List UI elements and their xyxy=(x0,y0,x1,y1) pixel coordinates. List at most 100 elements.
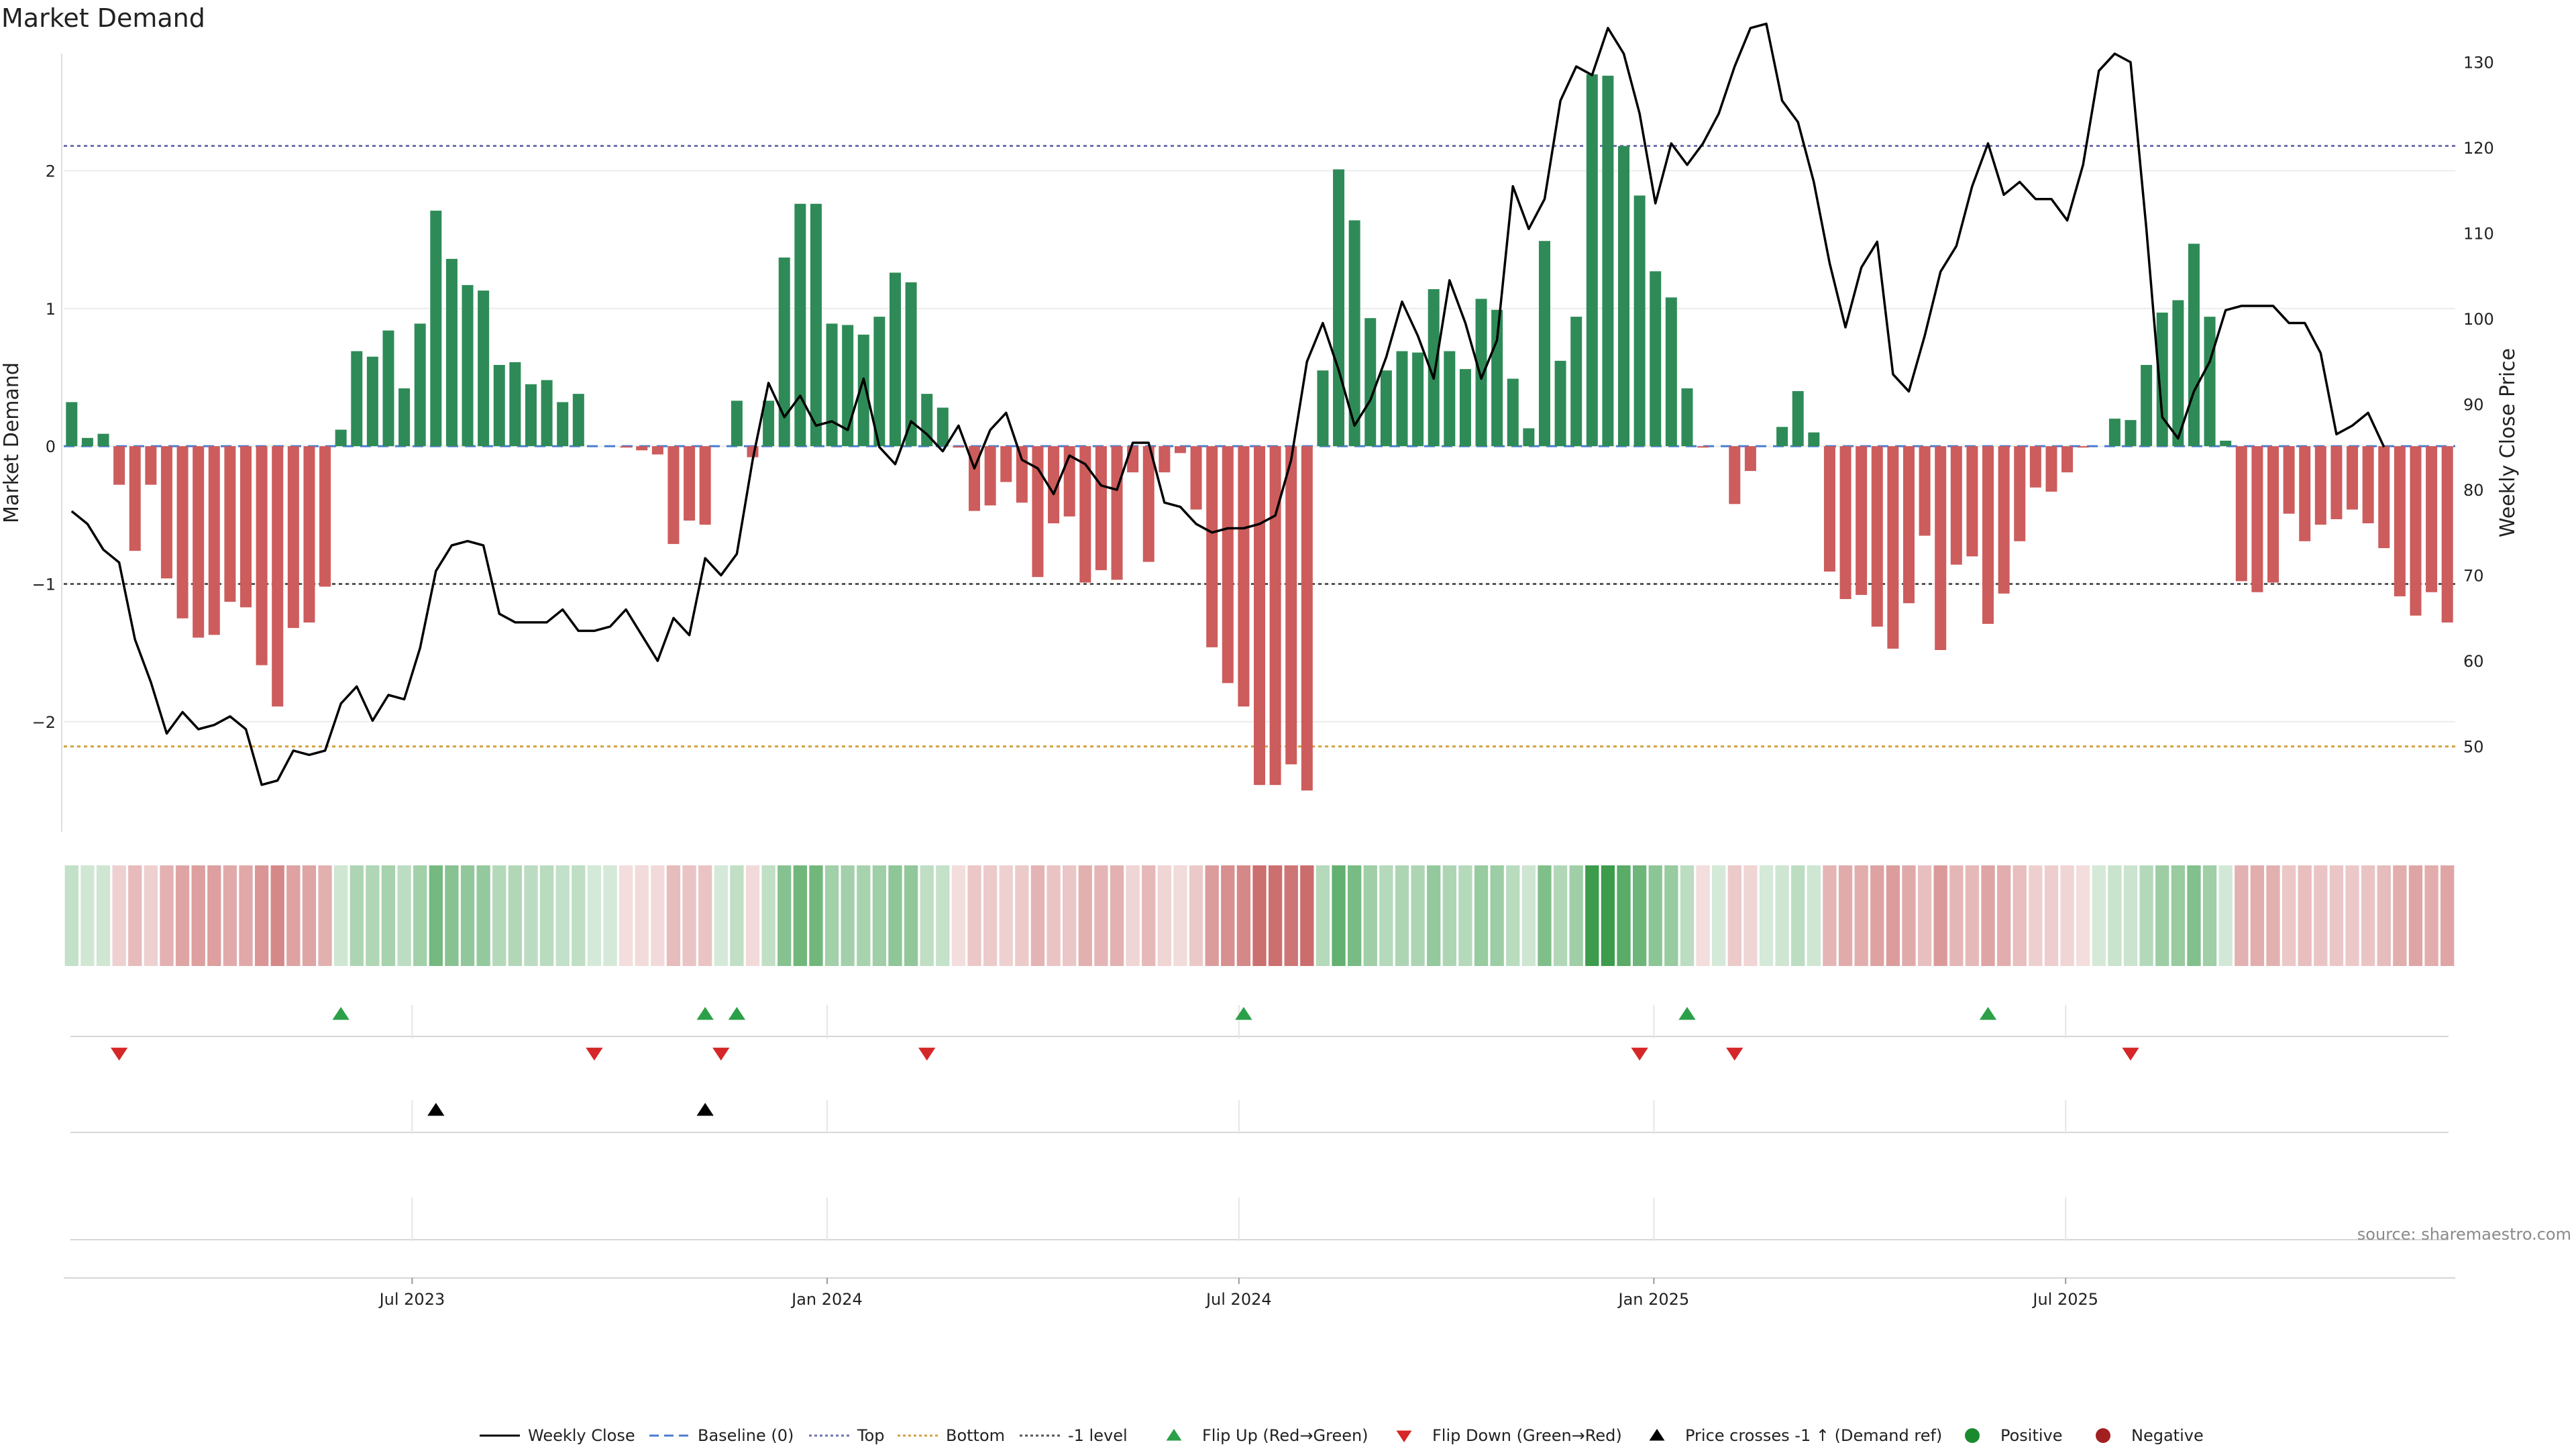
heat-cell-positive xyxy=(904,865,918,966)
flip-down-marker xyxy=(712,1047,730,1061)
demand-bar-positive xyxy=(842,325,854,447)
heat-cell-negative xyxy=(1078,865,1092,966)
demand-bar-negative xyxy=(2330,446,2343,519)
heat-cell-negative xyxy=(1015,865,1029,966)
heat-cell-negative xyxy=(619,865,633,966)
heat-cell-negative xyxy=(1284,865,1298,966)
demand-bar-negative xyxy=(1856,446,1868,595)
heat-cell-negative xyxy=(1902,865,1916,966)
demand-bar-positive xyxy=(81,437,93,447)
flip-up-marker xyxy=(1235,1007,1252,1020)
demand-bar-positive xyxy=(509,362,521,447)
heat-cell-negative xyxy=(2408,865,2423,966)
demand-bar-positive xyxy=(1523,428,1535,447)
demand-bar-positive xyxy=(1348,220,1360,447)
legend-swatch-dot xyxy=(2096,1428,2110,1443)
heat-cell-negative xyxy=(1300,865,1314,966)
demand-bar-negative xyxy=(1190,446,1202,510)
heat-cell-positive xyxy=(936,865,950,966)
heat-cell-negative xyxy=(651,865,665,966)
heat-cell-positive xyxy=(1585,865,1599,966)
heat-cell-negative xyxy=(1157,865,1171,966)
heat-cell-negative xyxy=(175,865,190,966)
demand-bar-negative xyxy=(1032,446,1044,578)
demand-bar-negative xyxy=(319,446,331,587)
demand-bar-positive xyxy=(1650,271,1662,447)
demand-bar-negative xyxy=(1950,446,1962,565)
demand-bar-positive xyxy=(2220,440,2232,447)
demand-bar-positive xyxy=(778,257,790,447)
demand-bar-negative xyxy=(953,446,965,448)
chart-title: Market Demand xyxy=(1,3,205,33)
heat-cell-negative xyxy=(2298,865,2312,966)
heat-cell-negative xyxy=(2029,865,2043,966)
heat-cell-positive xyxy=(2139,865,2153,966)
legend-item: Flip Down (Green→Red) xyxy=(1396,1426,1622,1445)
heat-cell-negative xyxy=(318,865,332,966)
y-axis-label: Market Demand xyxy=(0,362,23,523)
event-timeline xyxy=(70,1005,2449,1241)
heat-cell-negative xyxy=(2266,865,2280,966)
x-tick-label: Jan 2024 xyxy=(790,1290,863,1309)
heat-cell-positive xyxy=(366,865,380,966)
legend-label: Negative xyxy=(2131,1426,2204,1445)
demand-bar-negative xyxy=(1222,446,1234,684)
price-line-layer xyxy=(70,22,2385,786)
heat-cell-positive xyxy=(1664,865,1678,966)
legend-label: Bottom xyxy=(946,1426,1005,1445)
demand-bar-positive xyxy=(794,203,806,447)
demand-bar-positive xyxy=(335,429,347,447)
heat-cell-positive xyxy=(1791,865,1805,966)
demand-bar-negative xyxy=(1966,446,1978,557)
y2-tick-label: 80 xyxy=(2463,481,2484,500)
demand-heat-ribbon xyxy=(64,865,2455,966)
heat-cell-negative xyxy=(144,865,158,966)
heat-cell-negative xyxy=(1221,865,1235,966)
heat-cell-positive xyxy=(2187,865,2201,966)
heat-cell-negative xyxy=(635,865,649,966)
heat-cell-positive xyxy=(1617,865,1631,966)
heat-cell-negative xyxy=(1933,865,1947,966)
demand-bar-positive xyxy=(1602,75,1614,447)
heat-cell-negative xyxy=(1917,865,1932,966)
demand-bar-positive xyxy=(2172,300,2184,447)
demand-bar-positive xyxy=(1570,317,1582,447)
heat-cell-positive xyxy=(572,865,586,966)
heat-cell-positive xyxy=(2123,865,2138,966)
heat-cell-positive xyxy=(809,865,823,966)
heat-cell-positive xyxy=(2202,865,2217,966)
heat-cell-positive xyxy=(1538,865,1552,966)
heat-cell-positive xyxy=(1379,865,1393,966)
demand-bar-positive xyxy=(905,282,917,447)
legend: Weekly Close Baseline (0) Top Bottom -1 leve… xyxy=(480,1426,2204,1445)
demand-bar-positive xyxy=(2125,420,2137,447)
demand-bar-negative xyxy=(240,446,252,608)
demand-bars xyxy=(66,74,2453,791)
demand-bar-negative xyxy=(1269,446,1281,786)
demand-bar-negative xyxy=(160,446,172,579)
heat-cell-negative xyxy=(2393,865,2407,966)
flip-down-marker xyxy=(2122,1047,2139,1061)
demand-bar-positive xyxy=(1776,427,1788,447)
demand-bar-negative xyxy=(1998,446,2010,594)
heat-cell-negative xyxy=(1094,865,1108,966)
demand-bar-negative xyxy=(1982,446,1994,624)
demand-bar-negative xyxy=(287,446,299,629)
heat-cell-positive xyxy=(524,865,538,966)
y-axis: 2 1 0 −1 −2 xyxy=(32,162,56,732)
heat-cell-negative xyxy=(1189,865,1203,966)
demand-bar-negative xyxy=(2235,446,2247,582)
demand-bar-positive xyxy=(810,203,822,447)
legend-item: Flip Up (Red→Green) xyxy=(1166,1426,1368,1445)
legend-swatch-dot xyxy=(1965,1428,1980,1443)
heat-cell-positive xyxy=(872,865,887,966)
heat-cell-negative xyxy=(302,865,317,966)
heat-cell-negative xyxy=(2282,865,2296,966)
demand-bar-positive xyxy=(2156,312,2168,447)
heat-cell-positive xyxy=(920,865,934,966)
heat-cell-negative xyxy=(160,865,174,966)
heat-cell-positive xyxy=(857,865,871,966)
heat-cell-positive xyxy=(1316,865,1330,966)
demand-bar-positive xyxy=(1444,351,1456,447)
demand-bar-negative xyxy=(1095,446,1107,570)
